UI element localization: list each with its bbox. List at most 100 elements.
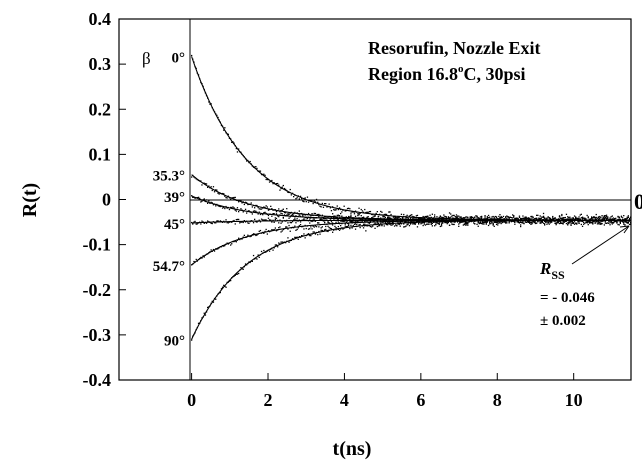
data-point [552, 216, 554, 218]
data-point [348, 223, 350, 225]
data-point [418, 223, 420, 225]
data-point [481, 222, 483, 225]
data-point [327, 230, 329, 233]
data-point [499, 214, 501, 216]
data-point [477, 222, 479, 224]
data-point [366, 211, 368, 213]
data-point [568, 221, 570, 223]
data-point [320, 206, 322, 208]
data-point [489, 223, 491, 225]
data-point [319, 205, 321, 207]
data-point [304, 224, 306, 227]
data-point [436, 216, 438, 218]
data-point [446, 222, 448, 224]
data-point [288, 224, 290, 227]
data-point [231, 206, 233, 209]
data-point [603, 215, 605, 217]
data-point [303, 218, 305, 220]
data-point [324, 218, 326, 220]
data-point [280, 231, 282, 233]
data-point [327, 221, 329, 224]
data-point [385, 213, 388, 216]
data-point [618, 216, 620, 218]
data-point [210, 249, 212, 251]
data-point [554, 222, 556, 224]
data-point [438, 222, 440, 224]
data-point [424, 224, 427, 226]
data-point [366, 216, 368, 218]
data-point [450, 221, 452, 223]
fit-curves [191, 56, 630, 340]
data-point [533, 220, 535, 222]
data-point [423, 218, 425, 220]
data-point [208, 185, 210, 187]
data-point [281, 241, 283, 243]
data-point [426, 216, 428, 218]
data-point [440, 216, 443, 218]
data-point [268, 219, 271, 221]
data-point [225, 286, 227, 288]
data-point [208, 101, 210, 103]
data-point [388, 217, 390, 219]
series-label: 54.7° [153, 259, 185, 275]
data-point [595, 218, 597, 220]
data-point [507, 216, 509, 218]
data-point [512, 220, 514, 222]
data-point [299, 215, 302, 217]
data-point [602, 216, 604, 219]
data-point [412, 223, 414, 225]
data-point [451, 215, 453, 217]
data-point [298, 210, 300, 212]
data-point [210, 201, 212, 203]
data-point [451, 223, 453, 225]
data-point [332, 213, 334, 215]
data-point [601, 218, 603, 220]
data-point [393, 216, 396, 218]
data-point [212, 248, 215, 251]
data-point [373, 215, 375, 217]
data-point [264, 174, 266, 176]
data-point [384, 222, 386, 224]
data-point [404, 221, 406, 223]
data-point [203, 312, 205, 314]
data-point [264, 219, 266, 221]
data-point [455, 214, 458, 216]
data-point [465, 222, 467, 224]
data-point [233, 142, 235, 144]
data-point [626, 222, 628, 224]
data-point [328, 203, 330, 205]
data-point [290, 194, 292, 196]
data-point [303, 228, 305, 230]
data-point [299, 224, 302, 226]
data-point [547, 220, 549, 222]
data-point [427, 218, 429, 220]
data-point [524, 221, 526, 223]
data-point [583, 217, 585, 219]
data-point [571, 222, 573, 224]
data-point [626, 217, 628, 219]
data-point [600, 222, 602, 224]
data-point [213, 222, 216, 224]
data-point [212, 204, 215, 206]
data-point [422, 224, 424, 227]
data-point [573, 223, 576, 225]
data-point [213, 191, 216, 193]
data-point [275, 211, 278, 213]
data-point [588, 221, 591, 223]
data-point [231, 221, 233, 223]
data-point [400, 223, 403, 225]
data-point [538, 217, 540, 220]
data-point [398, 223, 400, 226]
data-point [451, 221, 453, 223]
data-point [281, 209, 283, 211]
data-point [333, 229, 335, 231]
data-point [467, 222, 469, 224]
data-point [194, 220, 196, 223]
data-point [252, 254, 255, 257]
data-point [280, 222, 282, 224]
data-point [587, 217, 589, 219]
data-point [344, 218, 346, 220]
data-point [293, 219, 295, 221]
data-point [603, 218, 605, 221]
data-point [202, 255, 204, 257]
